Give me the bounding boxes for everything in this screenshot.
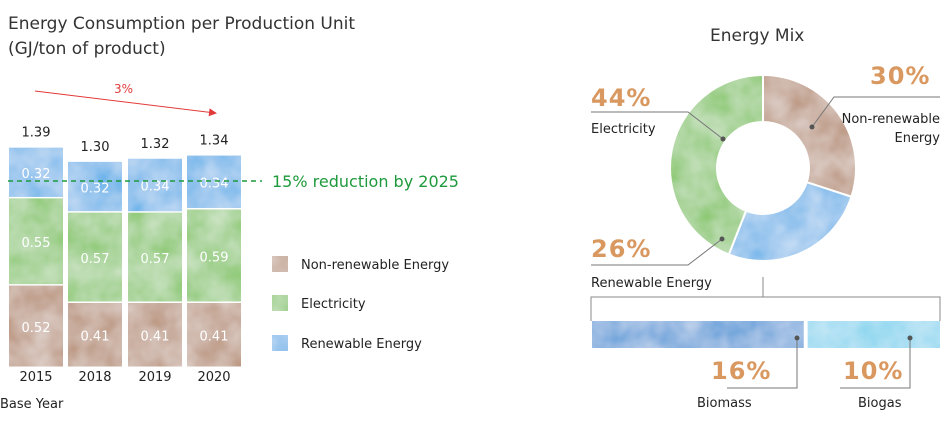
segment-label-non-renewable-2015: 0.52 (22, 321, 51, 336)
legend-label-electricity: Electricity (301, 297, 366, 312)
trend-arrow (34, 90, 217, 117)
year-label-2015: 2015 (19, 370, 52, 385)
bar-segment-renewable-2019 (128, 158, 182, 212)
label-renewable: Renewable Energy (591, 276, 712, 291)
bar-segment-electricity-2018 (68, 212, 122, 302)
dot-renewable (719, 236, 725, 242)
bar-segment-electricity-2015 (9, 198, 63, 285)
donut-slice-renewable-energy (727, 180, 853, 262)
bar-total-2018: 1.30 (81, 140, 110, 155)
dot-biomass (794, 335, 800, 341)
segment-label-electricity-2015: 0.55 (22, 236, 51, 251)
leader-nonrenewable (811, 96, 940, 128)
bar-total-2020: 1.34 (200, 134, 229, 149)
donut-slice-electricity (669, 73, 764, 256)
dot-nonrenewable (809, 124, 815, 130)
legend-label-non-renewable: Non-renewable Energy (301, 258, 449, 273)
year-label-2020: 2020 (197, 370, 230, 385)
trend-label: 3% (114, 82, 133, 96)
segment-label-electricity-2020: 0.59 (200, 250, 229, 265)
segment-label-non-renewable-2020: 0.41 (200, 330, 229, 345)
pct-biogas: 10% (843, 357, 903, 385)
legend-swatch-renewable (272, 335, 288, 351)
leader-biomass (727, 338, 798, 389)
dot-electricity (720, 136, 726, 142)
target-label: 15% reduction by 2025 (272, 172, 459, 191)
donut-slice-non-renewable-energy (762, 73, 857, 198)
base-year-label: Base Year (0, 397, 64, 412)
breakdown-bracket-right (763, 296, 941, 321)
leader-electricity (591, 111, 724, 140)
bar-segment-non-renewable-2015 (9, 285, 63, 367)
bar-segment-non-renewable-2019 (128, 303, 182, 367)
bar-chart-unit: (GJ/ton of product) (8, 39, 166, 59)
pct-nonrenewable: 30% (870, 62, 930, 90)
bar-segment-non-renewable-2020 (187, 303, 241, 367)
bar-segment-renewable-2018 (68, 161, 122, 212)
bar-group: 0.52 0.55 0.32 1.39 2015 0.41 0.57 0.32 1.30 2018… (9, 126, 241, 385)
bar-total-2019: 1.32 (141, 137, 170, 152)
donut-title: Energy Mix (710, 26, 804, 46)
segment-label-renewable-2018: 0.32 (81, 181, 110, 196)
bar-legend: Non-renewable Energy Electricity Renewable… (272, 256, 449, 352)
bar-segment-renewable-2020 (187, 155, 241, 208)
label-biogas: Biogas (858, 396, 902, 411)
year-label-2018: 2018 (78, 370, 111, 385)
dot-biogas (907, 335, 913, 341)
biomass-bar (592, 321, 804, 348)
label-nonrenewable-1: Non-renewable (842, 112, 940, 127)
biogas-bar (807, 321, 940, 348)
segment-label-non-renewable-2018: 0.41 (81, 330, 110, 345)
bar-segment-renewable-2015 (9, 147, 63, 197)
label-electricity: Electricity (591, 122, 656, 137)
bar-segment-electricity-2019 (128, 212, 182, 302)
bar-chart-title: Energy Consumption per Production Unit (8, 14, 355, 34)
label-biomass: Biomass (697, 396, 752, 411)
segment-label-electricity-2018: 0.57 (81, 252, 110, 267)
segment-label-renewable-2015: 0.32 (22, 167, 51, 182)
legend-swatch-non-renewable (272, 256, 288, 272)
bar-segment-electricity-2020 (187, 209, 241, 302)
breakdown-bracket-left (590, 277, 764, 321)
pct-electricity: 44% (591, 84, 651, 112)
pct-renewable: 26% (591, 235, 651, 263)
segment-label-non-renewable-2019: 0.41 (141, 330, 170, 345)
legend-label-renewable: Renewable Energy (301, 337, 422, 352)
year-label-2019: 2019 (138, 370, 171, 385)
segment-label-renewable-2020: 0.34 (200, 177, 229, 192)
bar-total-2015: 1.39 (22, 126, 51, 141)
pct-biomass: 16% (711, 357, 771, 385)
label-nonrenewable-2: Energy (894, 131, 940, 146)
segment-label-renewable-2019: 0.34 (141, 180, 170, 195)
segment-label-electricity-2019: 0.57 (141, 252, 170, 267)
bar-segment-non-renewable-2018 (68, 303, 122, 367)
leader-biogas (840, 338, 911, 389)
legend-swatch-electricity (272, 295, 288, 311)
donut-group (669, 73, 857, 262)
leader-renewable (591, 238, 723, 266)
